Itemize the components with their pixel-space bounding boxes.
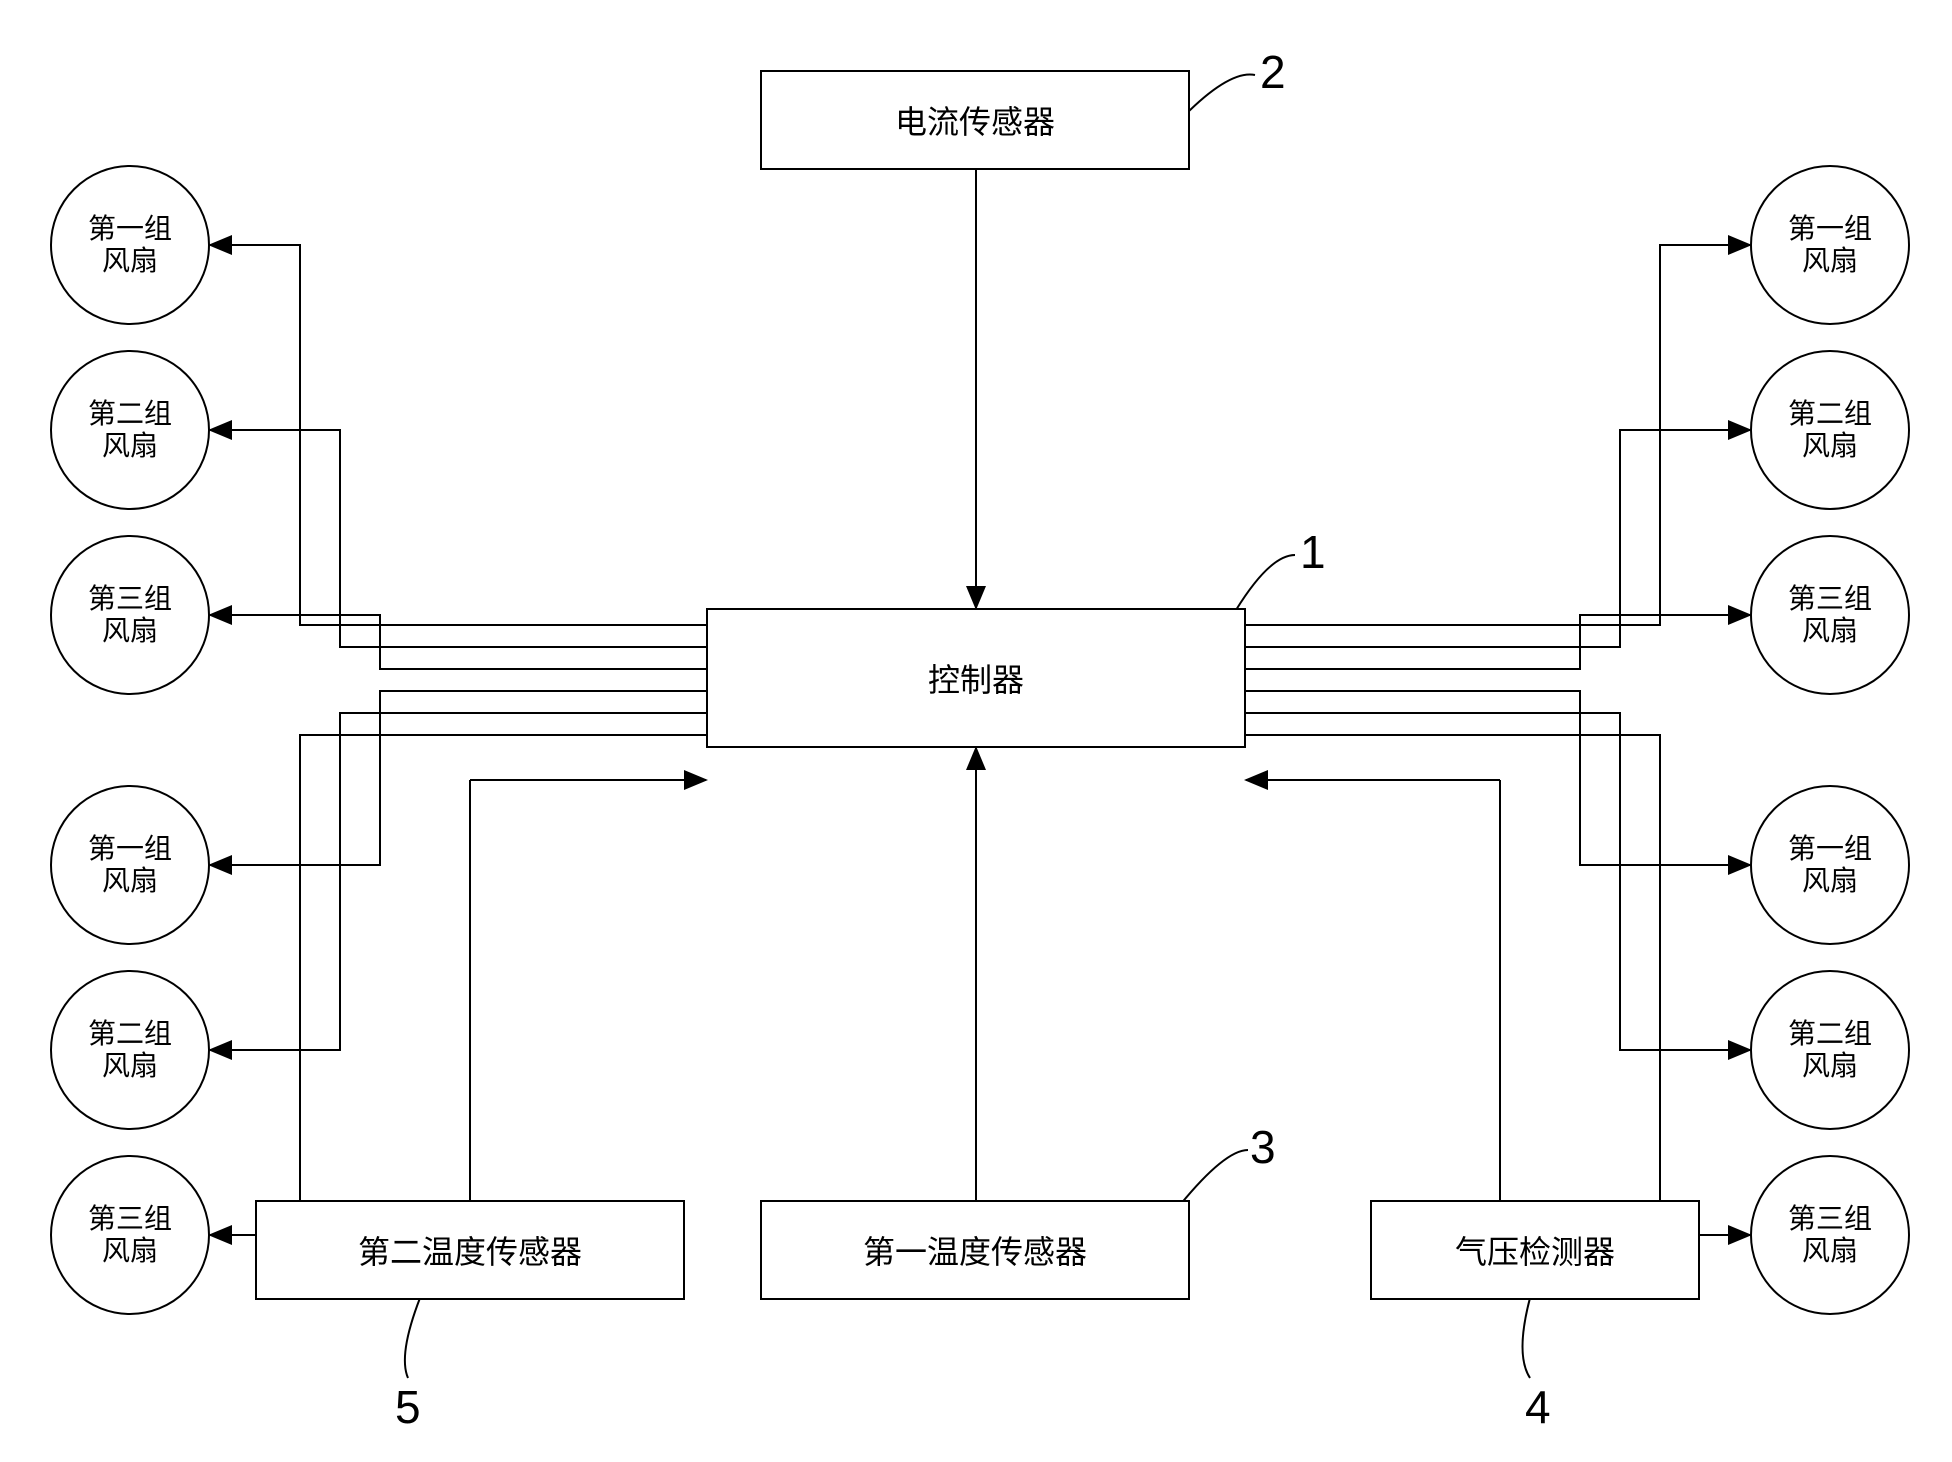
temp-sensor-2-label: 第二温度传感器 bbox=[358, 1227, 582, 1273]
callout-2: 2 bbox=[1260, 45, 1286, 99]
fan-group-1-right-bot: 第一组风扇 bbox=[1750, 785, 1910, 945]
controller-label: 控制器 bbox=[928, 655, 1024, 701]
temp-sensor-2-box: 第二温度传感器 bbox=[255, 1200, 685, 1300]
current-sensor-label: 电流传感器 bbox=[895, 97, 1055, 143]
temp-sensor-1-label: 第一温度传感器 bbox=[863, 1227, 1087, 1273]
callout-5: 5 bbox=[395, 1380, 421, 1434]
fan-group-2-right-bot: 第二组风扇 bbox=[1750, 970, 1910, 1130]
fan-group-3-right-bot: 第三组风扇 bbox=[1750, 1155, 1910, 1315]
fan-group-2-left-top: 第二组风扇 bbox=[50, 350, 210, 510]
block-diagram: 控制器 电流传感器 第一温度传感器 气压检测器 第二温度传感器 第一组风扇 第二… bbox=[0, 0, 1952, 1462]
fan-group-1-left-bot: 第一组风扇 bbox=[50, 785, 210, 945]
temp-sensor-1-box: 第一温度传感器 bbox=[760, 1200, 1190, 1300]
fan-group-3-left-bot: 第三组风扇 bbox=[50, 1155, 210, 1315]
fan-group-3-left-top: 第三组风扇 bbox=[50, 535, 210, 695]
callout-3: 3 bbox=[1250, 1120, 1276, 1174]
pressure-detector-box: 气压检测器 bbox=[1370, 1200, 1700, 1300]
callout-1: 1 bbox=[1300, 525, 1326, 579]
current-sensor-box: 电流传感器 bbox=[760, 70, 1190, 170]
fan-group-3-right-top: 第三组风扇 bbox=[1750, 535, 1910, 695]
controller-box: 控制器 bbox=[706, 608, 1246, 748]
fan-group-1-right-top: 第一组风扇 bbox=[1750, 165, 1910, 325]
fan-group-1-left-top: 第一组风扇 bbox=[50, 165, 210, 325]
callout-4: 4 bbox=[1525, 1380, 1551, 1434]
pressure-detector-label: 气压检测器 bbox=[1455, 1227, 1615, 1273]
fan-group-2-right-top: 第二组风扇 bbox=[1750, 350, 1910, 510]
fan-group-2-left-bot: 第二组风扇 bbox=[50, 970, 210, 1130]
